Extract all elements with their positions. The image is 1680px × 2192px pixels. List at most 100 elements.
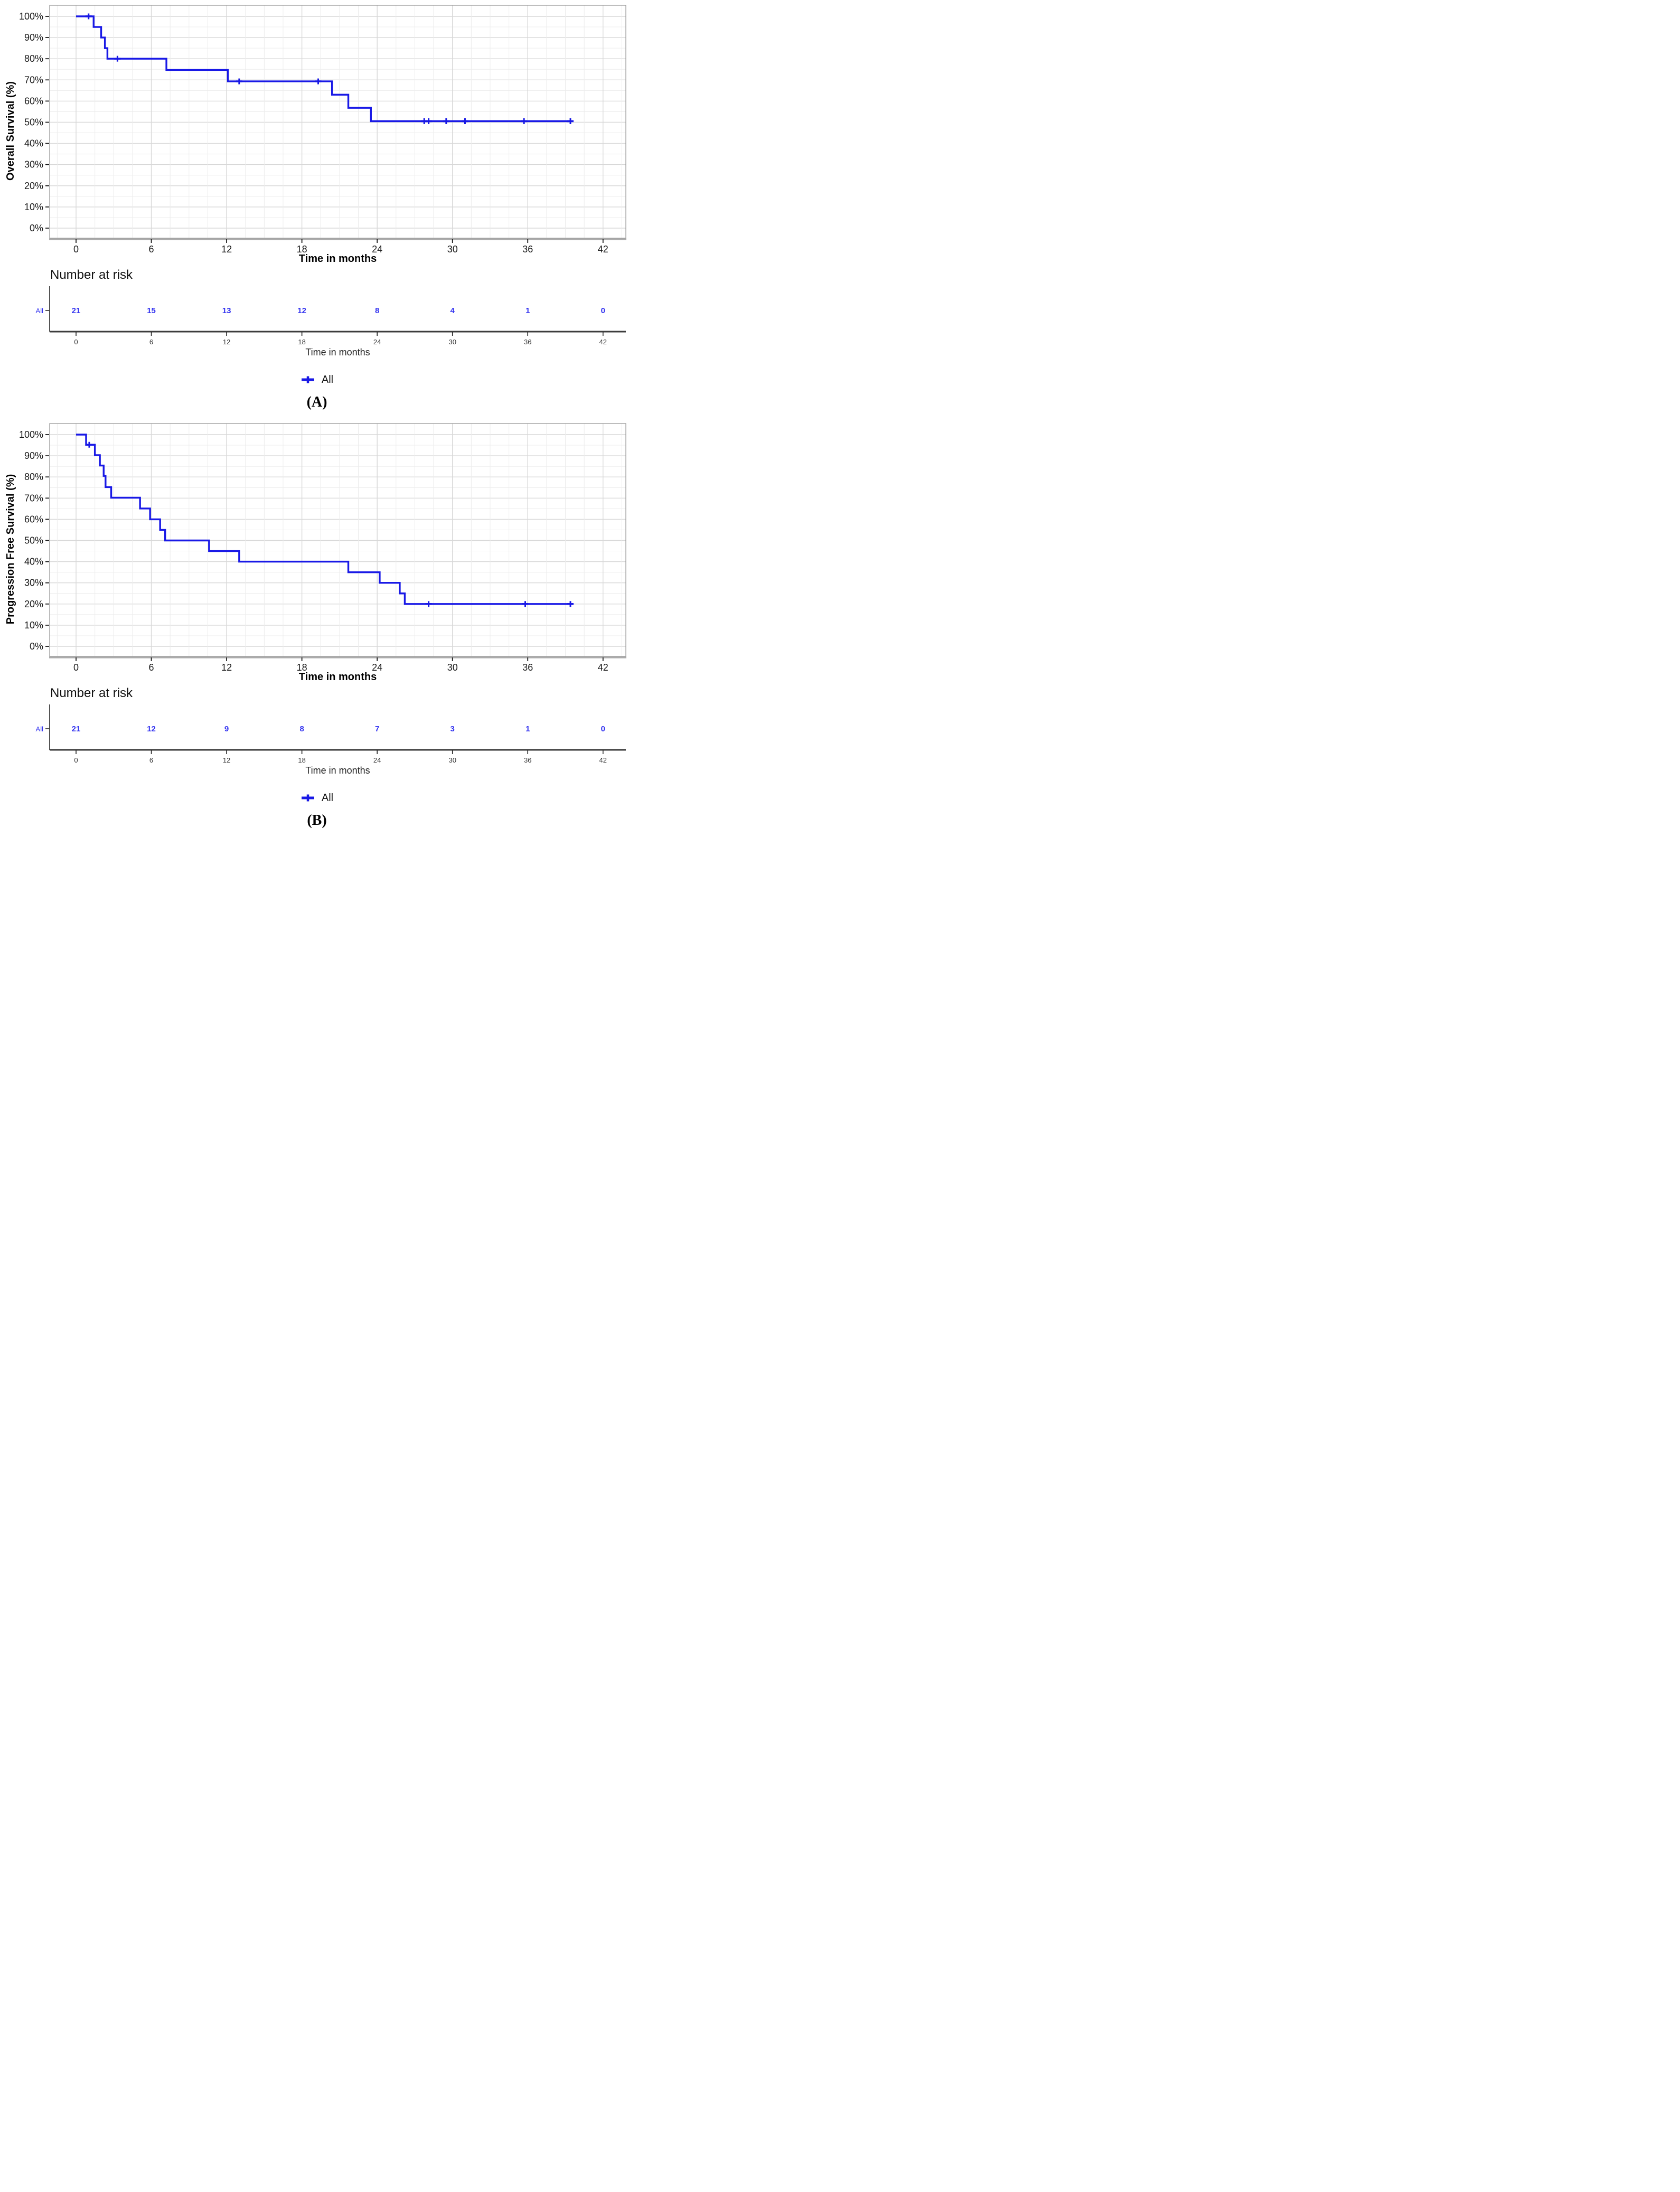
risk-table-title-a: Number at risk xyxy=(50,268,133,282)
risk-tick-label: 6 xyxy=(149,756,153,764)
km-curve xyxy=(76,434,572,605)
y-axis-title: Overall Survival (%) xyxy=(5,81,16,181)
x-tick-label: 6 xyxy=(149,662,154,673)
risk-tick-label: 36 xyxy=(524,756,531,764)
x-tick-label: 12 xyxy=(221,662,232,673)
risk-count: 1 xyxy=(525,725,530,733)
risk-tick-label: 42 xyxy=(599,338,607,346)
risk-tick-label: 18 xyxy=(298,338,305,346)
risk-count: 12 xyxy=(147,725,156,733)
panel-overall-survival: 0 6 12 18 24 30 36 42 0% 10% 20% 30% 40% 50% 60% 70% 80%… xyxy=(0,0,634,412)
legend-label-b: All xyxy=(321,792,334,804)
risk-tick-label: 6 xyxy=(149,338,153,346)
pfs-risk-table: All 21 12 9 8 7 3 1 0 0 6 12 18 24 30 36 42 Time in month… xyxy=(36,704,626,776)
km-figure: 0 6 12 18 24 30 36 42 0% 10% 20% 30% 40% 50% 60% 70% 80%… xyxy=(0,0,634,830)
risk-count: 15 xyxy=(147,306,156,315)
x-tick-label: 12 xyxy=(221,244,232,255)
risk-tick-label: 36 xyxy=(524,338,531,346)
y-tick-label: 50% xyxy=(24,117,43,128)
y-tick-label: 80% xyxy=(24,53,43,64)
legend-label-a: All xyxy=(321,373,334,385)
y-tick-label: 100% xyxy=(19,11,43,22)
risk-tick-label: 18 xyxy=(298,756,305,764)
risk-tick-label: 24 xyxy=(373,756,381,764)
y-tick-label: 80% xyxy=(24,472,43,482)
y-tick-label: 0% xyxy=(30,641,43,652)
risk-tick-label: 12 xyxy=(223,756,230,764)
legend-a: All xyxy=(0,372,634,388)
y-tick-label: 10% xyxy=(24,620,43,631)
legend-plus-icon xyxy=(301,794,314,802)
y-tick-label: 90% xyxy=(24,32,43,43)
y-tick-label: 40% xyxy=(24,557,43,567)
risk-table-title-b: Number at risk xyxy=(50,686,133,700)
risk-tick-label: 0 xyxy=(74,756,78,764)
y-tick-label: 20% xyxy=(24,181,43,191)
x-tick-label: 36 xyxy=(522,662,533,673)
km-curve xyxy=(76,15,571,123)
risk-tick-label: 0 xyxy=(74,338,78,346)
x-tick-label: 36 xyxy=(522,244,533,255)
risk-count: 0 xyxy=(601,306,605,315)
risk-row-label: All xyxy=(36,725,44,733)
x-tick-label: 0 xyxy=(73,662,79,673)
risk-count: 21 xyxy=(72,306,81,315)
x-tick-label: 24 xyxy=(372,662,382,673)
y-tick-label: 20% xyxy=(24,599,43,609)
y-tick-label: 30% xyxy=(24,159,43,170)
y-tick-label: 60% xyxy=(24,514,43,524)
risk-tick-label: 30 xyxy=(448,756,456,764)
y-tick-label: 40% xyxy=(24,138,43,149)
risk-count: 12 xyxy=(297,306,306,315)
x-tick-label: 24 xyxy=(372,244,382,255)
y-tick-label: 50% xyxy=(24,535,43,546)
risk-count: 13 xyxy=(222,306,231,315)
risk-count: 8 xyxy=(375,306,379,315)
risk-tick-label: 42 xyxy=(599,756,607,764)
risk-count: 9 xyxy=(224,725,229,733)
os-risk-table: All 21 15 13 12 8 4 1 0 0 6 12 18 24 30 36 42 Time in mon… xyxy=(36,286,626,358)
y-axis-title: Progression Free Survival (%) xyxy=(5,474,16,625)
risk-x-axis-title: Time in months xyxy=(305,765,370,776)
x-tick-label: 18 xyxy=(297,662,307,673)
x-tick-label: 42 xyxy=(598,662,608,673)
x-tick-label: 30 xyxy=(447,244,458,255)
x-axis-title: Time in months xyxy=(299,671,377,682)
risk-x-axis-title: Time in months xyxy=(305,347,370,358)
y-tick-label: 30% xyxy=(24,578,43,588)
risk-count: 8 xyxy=(299,725,304,733)
x-tick-label: 0 xyxy=(73,244,79,255)
y-tick-label: 60% xyxy=(24,96,43,106)
x-axis-title: Time in months xyxy=(299,253,377,264)
panel-label-b: (B) xyxy=(307,812,327,829)
risk-count: 4 xyxy=(450,306,455,315)
plot-area xyxy=(50,424,626,656)
risk-count: 0 xyxy=(601,725,605,733)
risk-count: 3 xyxy=(450,725,455,733)
risk-tick-label: 30 xyxy=(448,338,456,346)
risk-row-label: All xyxy=(36,307,44,315)
y-tick-label: 70% xyxy=(24,74,43,85)
pfs-km-plot: 0 6 12 18 24 30 36 42 0% 10% 20% 30% 40% 50% 60% 70% 80%… xyxy=(5,423,626,682)
risk-count: 21 xyxy=(72,725,81,733)
y-tick-label: 10% xyxy=(24,202,43,212)
panel-progression-free-survival: 0 6 12 18 24 30 36 42 0% 10% 20% 30% 40% 50% 60% 70% 80%… xyxy=(0,418,634,830)
x-tick-label: 18 xyxy=(297,244,307,255)
y-tick-label: 70% xyxy=(24,493,43,503)
panel-border xyxy=(49,423,626,657)
x-tick-label: 42 xyxy=(598,244,608,255)
risk-count: 1 xyxy=(525,306,530,315)
panel-border xyxy=(49,5,626,239)
risk-tick-label: 12 xyxy=(223,338,230,346)
risk-tick-label: 24 xyxy=(373,338,381,346)
risk-count: 7 xyxy=(375,725,379,733)
y-tick-label: 90% xyxy=(24,450,43,461)
x-tick-label: 6 xyxy=(149,244,154,255)
x-tick-label: 30 xyxy=(447,662,458,673)
y-tick-label: 100% xyxy=(19,429,43,440)
y-tick-label: 0% xyxy=(30,223,43,233)
legend-b: All xyxy=(0,790,634,806)
panel-label-a: (A) xyxy=(306,394,327,410)
legend-plus-icon xyxy=(301,376,314,383)
os-km-plot: 0 6 12 18 24 30 36 42 0% 10% 20% 30% 40% 50% 60% 70% 80%… xyxy=(5,5,626,264)
